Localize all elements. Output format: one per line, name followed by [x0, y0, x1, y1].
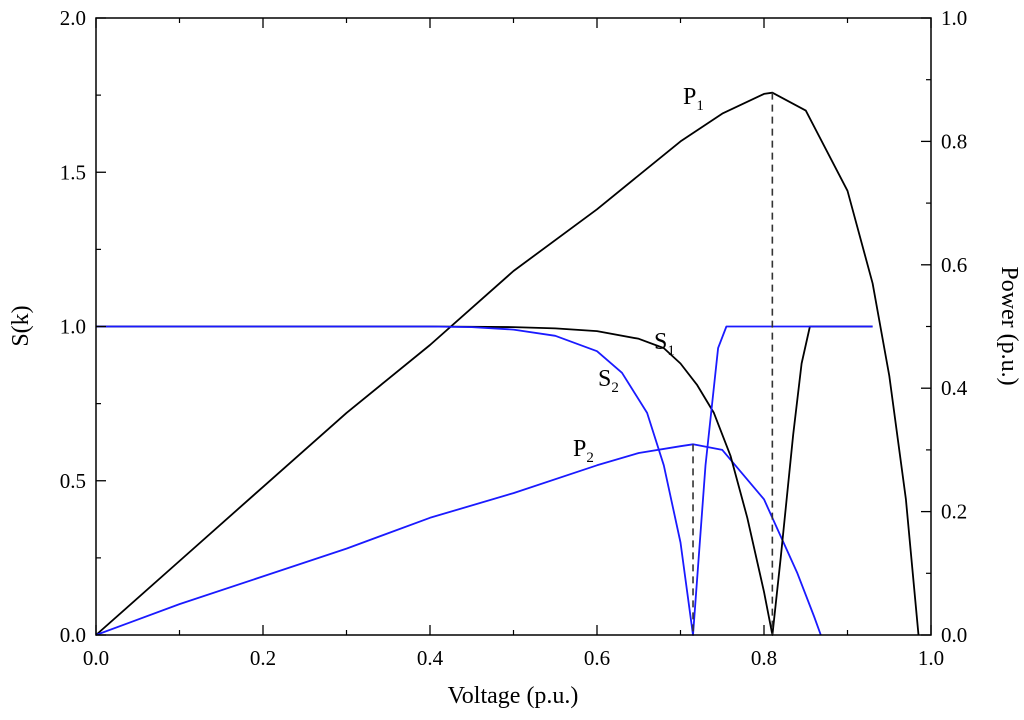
series-line-p2 [95, 443, 822, 636]
label-s1: S1 [654, 329, 675, 359]
y-right-tick-label: 0.2 [941, 500, 967, 524]
y-left-tick-label: 1.5 [60, 160, 86, 184]
x-tick-label: 0.0 [83, 646, 109, 670]
x-axis-label: Voltage (p.u.) [448, 683, 579, 709]
y-right-tick-label: 0.6 [941, 253, 967, 277]
y-right-tick-label: 0.4 [941, 376, 968, 400]
y-right-tick-label: 0.0 [941, 623, 967, 647]
y-axis-right-label: Power (p.u.) [996, 266, 1022, 385]
y-left-tick-label: 0.0 [60, 623, 86, 647]
y-left-tick-label: 1.0 [60, 315, 86, 339]
y-left-tick-label: 0.5 [60, 469, 86, 493]
x-tick-label: 1.0 [918, 646, 944, 670]
label-p2: P2 [573, 436, 594, 466]
y-left-tick-label: 2.0 [60, 6, 86, 30]
ticks-layer: 0.0 0.2 0.4 0.6 0.8 1.00.00.51.01.52.00.00.20… [60, 6, 968, 670]
label-p1: P1 [683, 84, 704, 114]
y-right-tick-label: 0.8 [941, 129, 967, 153]
y-right-tick-label: 1.0 [941, 6, 967, 30]
marker-lines-layer [692, 92, 774, 635]
x-tick-label: 0.2 [250, 646, 276, 670]
y-axis-left-label: S(k) [8, 305, 34, 346]
plot-lines-layer [95, 91, 920, 636]
x-tick-label: 0.6 [584, 646, 610, 670]
series-line-s2 [96, 325, 873, 636]
series-line-s1 [96, 325, 873, 636]
x-tick-label: 0.4 [417, 646, 444, 670]
x-tick-label: 0.8 [751, 646, 777, 670]
series-line-p1 [95, 91, 920, 636]
label-s2: S2 [598, 366, 619, 396]
